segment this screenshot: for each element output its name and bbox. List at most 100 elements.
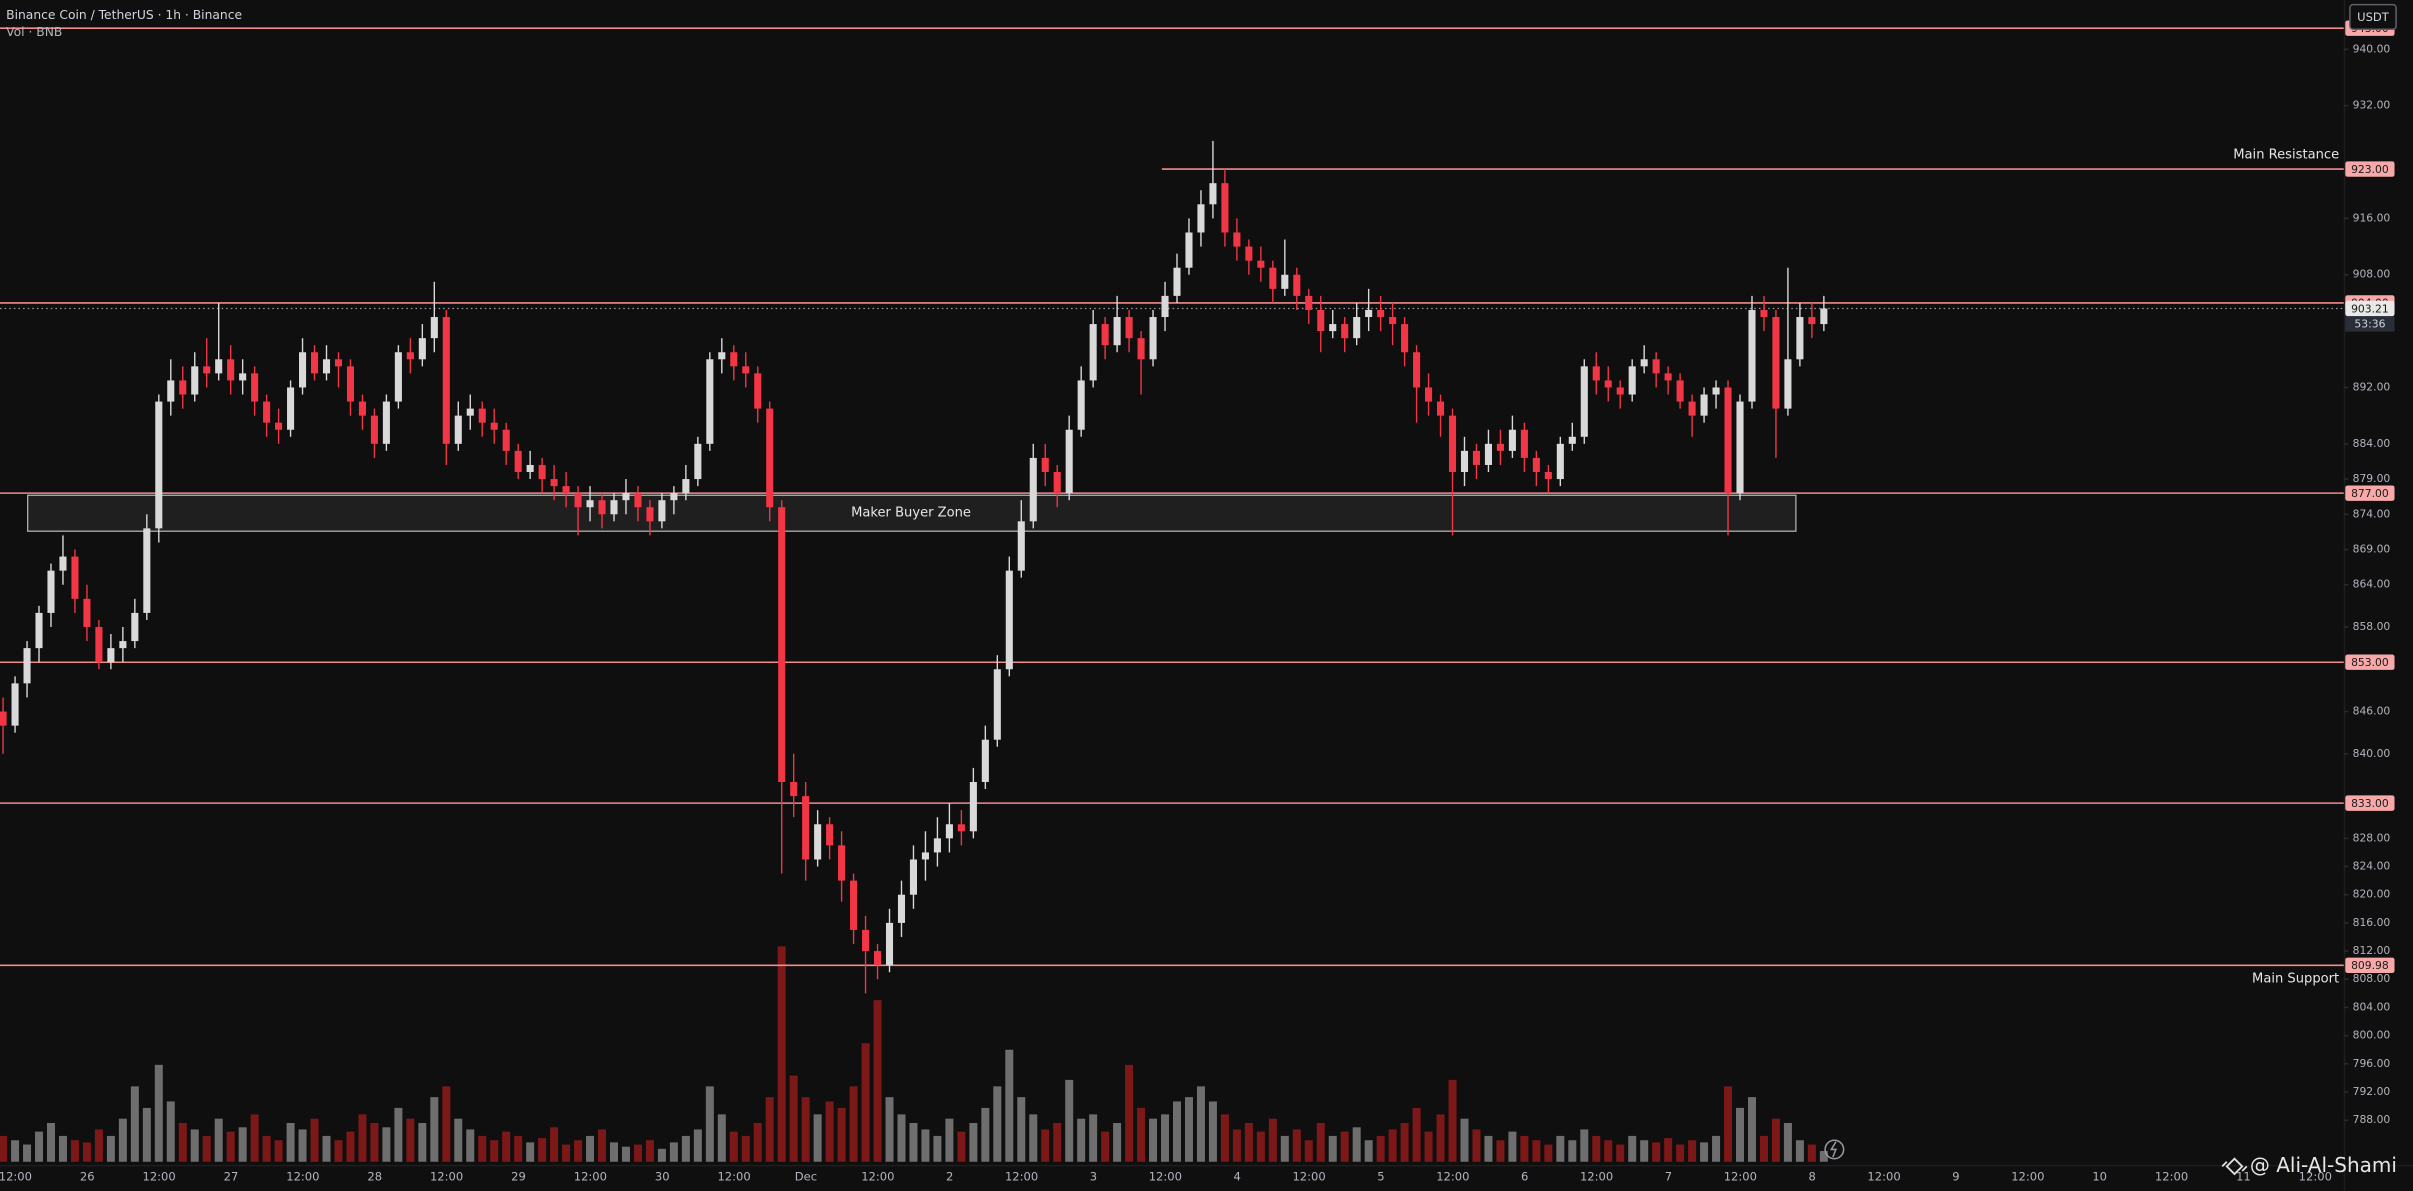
volume-bar <box>178 1122 187 1162</box>
currency-button[interactable] <box>2349 3 2397 31</box>
x-tick-label: 12:00 <box>2155 1170 2188 1184</box>
candle-body <box>993 669 1001 740</box>
y-tick-label: 792.00 <box>2353 1085 2391 1098</box>
candle-body <box>1281 274 1289 289</box>
candle-body <box>119 641 127 649</box>
volume-bar <box>645 1140 654 1162</box>
volume-bar <box>945 1118 954 1162</box>
level-label-box <box>2345 485 2395 501</box>
candle-body <box>370 415 378 444</box>
candle-body <box>802 796 810 860</box>
volume-bar <box>1795 1140 1804 1162</box>
y-tick-label: 846.00 <box>2353 705 2391 718</box>
candle-body <box>1377 309 1385 318</box>
candle-body <box>1820 308 1828 325</box>
volume-bar <box>1316 1122 1325 1162</box>
candle-body <box>430 317 438 339</box>
candle-body <box>766 408 774 508</box>
countdown-label: 53:36 <box>2354 318 2385 331</box>
x-tick-label: 12:00 <box>1292 1170 1325 1184</box>
candle-body <box>945 824 953 839</box>
volume-bar <box>1747 1097 1756 1162</box>
x-tick-label: 2 <box>946 1170 953 1184</box>
volume-bar <box>765 1097 774 1162</box>
volume-bar <box>1352 1127 1361 1162</box>
volume-bar <box>1244 1122 1253 1162</box>
candle-body <box>382 401 390 444</box>
watermark: @ Ali-Al-Shami <box>2250 1153 2397 1177</box>
volume-bar <box>70 1140 79 1162</box>
candle-body <box>1017 521 1025 571</box>
volume-bar <box>1424 1131 1433 1162</box>
candle-body <box>1305 295 1313 310</box>
level-annotation: Main Resistance <box>2233 148 2339 163</box>
candle-body <box>1580 366 1588 437</box>
volume-bar <box>1640 1140 1649 1162</box>
candle-body <box>11 683 19 726</box>
volume-bar <box>993 1086 1002 1162</box>
y-tick-label: 892.00 <box>2353 380 2391 393</box>
y-tick-label: 804.00 <box>2353 1000 2391 1013</box>
volume-bar <box>526 1142 535 1162</box>
volume-bar <box>82 1142 91 1162</box>
candle-body <box>454 415 462 444</box>
volume-bar <box>801 1097 810 1162</box>
candle-body <box>1556 443 1564 480</box>
candle-body <box>23 648 31 684</box>
candle-body <box>1436 401 1445 416</box>
candle-body <box>418 338 426 360</box>
candle-body <box>1700 394 1708 416</box>
x-tick-label: 30 <box>655 1170 670 1184</box>
candle-body <box>239 373 247 381</box>
candle-body <box>394 352 402 402</box>
volume-bar <box>705 1086 714 1162</box>
candle-body <box>1796 317 1804 360</box>
candle-body <box>574 493 582 508</box>
candle-body <box>478 408 486 423</box>
candle-body <box>814 824 822 860</box>
candle-body <box>1149 317 1157 360</box>
volume-bar <box>1807 1144 1816 1162</box>
volume-bar <box>442 1086 451 1162</box>
candle-body <box>526 464 534 473</box>
volume-bar <box>430 1097 439 1162</box>
candle-body <box>275 422 283 430</box>
candle-body <box>754 373 762 409</box>
level-label: 853.00 <box>2351 656 2389 669</box>
candle-body <box>0 711 7 726</box>
volume-bar <box>490 1140 499 1162</box>
volume-bar <box>1616 1144 1625 1162</box>
candle-body <box>670 493 678 501</box>
candle-body <box>1413 352 1421 388</box>
volume-bar <box>849 1086 858 1162</box>
volume-bar <box>1556 1135 1565 1162</box>
x-tick-label: 12:00 <box>1436 1170 1469 1184</box>
candle-body <box>718 352 726 360</box>
countdown-box <box>2345 316 2395 332</box>
volume-bar <box>502 1131 511 1162</box>
volume-bar <box>1184 1097 1193 1162</box>
volume-bar <box>1700 1142 1709 1162</box>
volume-bar <box>1220 1114 1229 1162</box>
buyer-zone-label: Maker Buyer Zone <box>851 506 971 521</box>
level-annotation: Main Support <box>2252 972 2339 987</box>
volume-bar <box>454 1118 463 1162</box>
volume-bar <box>861 1043 870 1162</box>
volume-bar <box>1436 1114 1445 1162</box>
y-tick-label: 824.00 <box>2353 860 2391 873</box>
x-tick-label: 12:00 <box>2299 1170 2332 1184</box>
volume-bar <box>1568 1140 1577 1162</box>
candle-body <box>502 429 510 451</box>
level-label: 877.00 <box>2351 487 2389 500</box>
currency-label[interactable]: USDT <box>2357 10 2390 24</box>
replay-icon[interactable] <box>1824 1139 1845 1160</box>
candle-body <box>1592 366 1600 381</box>
candle-body <box>778 507 786 782</box>
volume-bar <box>130 1086 139 1162</box>
candle-body <box>1077 380 1085 430</box>
candle-body <box>1688 401 1696 416</box>
volume-bar <box>1173 1101 1182 1162</box>
candle-body <box>1029 457 1037 522</box>
candle-body <box>1520 429 1528 458</box>
